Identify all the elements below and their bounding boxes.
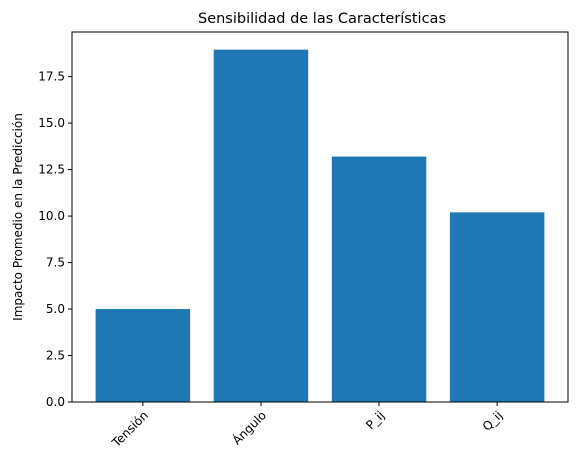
bar-3 <box>449 212 545 402</box>
x-ticks-group: Tensión Ángulo P_ij Q_ij <box>109 402 506 451</box>
bar-1 <box>213 49 309 402</box>
bars-group <box>95 49 545 402</box>
plot-frame <box>71 31 569 403</box>
y-tick-label: 12.5 <box>38 163 65 177</box>
y-tick-label: 15.0 <box>38 116 65 130</box>
bar-0 <box>95 309 191 402</box>
y-tick-label: 0.0 <box>46 395 65 409</box>
x-tick-label: Q_ij <box>480 408 506 434</box>
x-tick-label: Tensión <box>109 408 151 450</box>
y-tick-label: 10.0 <box>38 209 65 223</box>
x-tick-label: P_ij <box>363 408 387 432</box>
x-tick-label: Ángulo <box>229 408 269 448</box>
y-tick-label: 17.5 <box>38 70 65 84</box>
bar-2 <box>331 156 427 402</box>
y-axis-label: Impacto Promedio en la Predicción <box>11 113 25 321</box>
y-ticks-group: 0.0 2.5 5.0 7.5 10.0 12.5 15.0 17.5 <box>38 70 72 409</box>
y-tick-label: 5.0 <box>46 302 65 316</box>
y-tick-label: 7.5 <box>46 256 65 270</box>
y-tick-label: 2.5 <box>46 349 65 363</box>
chart-title: Sensibilidad de las Características <box>198 11 446 27</box>
